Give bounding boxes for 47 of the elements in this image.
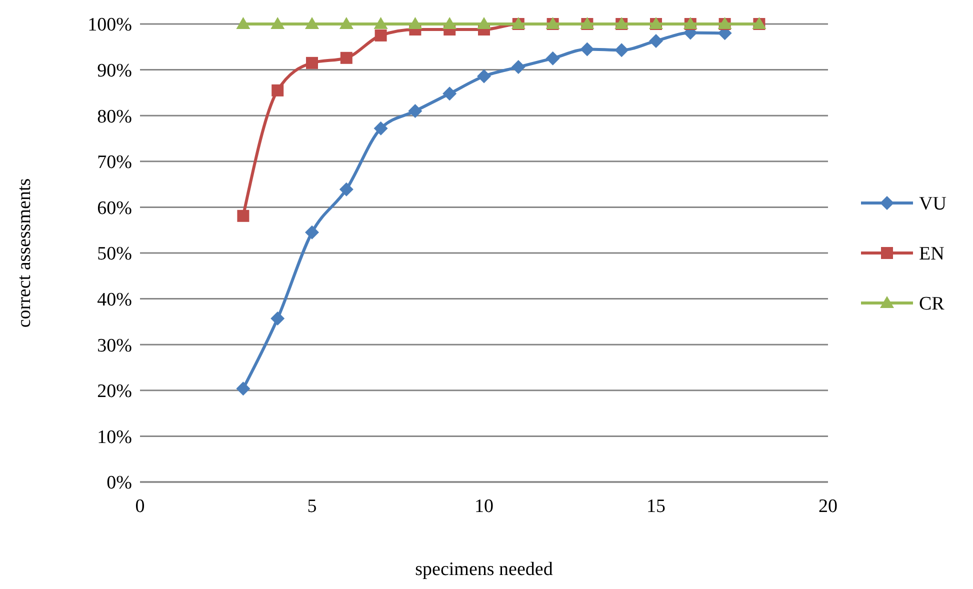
point: [580, 42, 594, 56]
point: [236, 17, 250, 29]
y-tick-label: 80%: [97, 106, 132, 128]
y-tick-label: 30%: [97, 335, 132, 356]
y-tick-label: 50%: [97, 244, 132, 265]
y-tick-label: 70%: [97, 152, 132, 174]
point: [270, 17, 285, 29]
y-tick-label: 0%: [106, 472, 132, 494]
y-tick-label: 90%: [97, 60, 132, 82]
y-tick-label: 20%: [97, 381, 132, 402]
point: [477, 69, 491, 84]
point: [374, 29, 387, 42]
point: [374, 121, 388, 136]
x-tick-label: 5: [307, 496, 317, 517]
point: [614, 43, 629, 58]
point: [374, 17, 388, 29]
point: [272, 84, 284, 96]
y-tick-label: 10%: [97, 426, 132, 448]
point: [649, 34, 663, 48]
point: [236, 382, 250, 396]
x-tick-label: 0: [135, 496, 145, 517]
point: [339, 17, 354, 29]
point: [408, 17, 422, 29]
point: [306, 56, 318, 69]
point: [442, 17, 457, 29]
point: [511, 60, 526, 74]
y-tick-label: 40%: [97, 289, 132, 310]
point: [237, 210, 250, 222]
legend-label: EN: [919, 244, 945, 265]
y-axis-title: correct assessments: [14, 178, 35, 328]
point: [477, 17, 491, 29]
y-tick-label: 100%: [88, 14, 132, 36]
x-axis-title: specimens needed: [415, 559, 554, 580]
point: [305, 17, 319, 29]
point: [546, 51, 560, 66]
point: [305, 225, 319, 240]
x-tick-label: 10: [474, 496, 494, 517]
point: [339, 182, 354, 196]
y-tick-label: 60%: [97, 198, 132, 219]
point: [340, 52, 352, 64]
point: [408, 104, 422, 118]
x-tick-label: 20: [818, 496, 838, 517]
legend-label: VU: [919, 194, 947, 215]
point: [442, 86, 457, 101]
x-tick-label: 15: [646, 496, 666, 517]
legend-label: CR: [919, 294, 945, 315]
point: [270, 311, 285, 326]
